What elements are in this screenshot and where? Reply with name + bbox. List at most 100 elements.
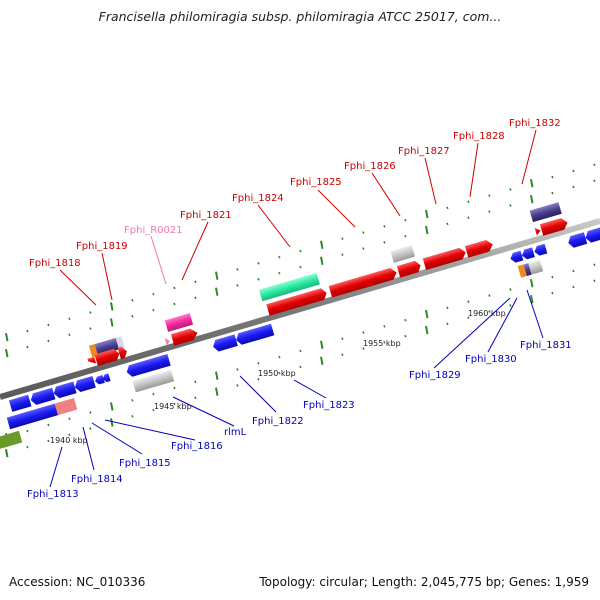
tick-mark — [89, 411, 92, 414]
gene-label: Fphi_1816 — [171, 441, 223, 452]
gene-purple-end — [115, 336, 125, 350]
gene-fphi-1828 — [464, 239, 493, 258]
gene-fwd-arrow — [117, 346, 127, 360]
tick-mark — [425, 309, 429, 319]
tick-mark — [215, 287, 219, 296]
tick-mark — [551, 291, 554, 295]
gene-fphi-1826 — [396, 260, 421, 278]
tick-mark — [152, 408, 155, 412]
gene-fphi-1813 — [6, 403, 59, 430]
tick-mark — [593, 279, 596, 283]
tick-mark — [467, 216, 470, 220]
gene-label: Fphi_1829 — [409, 370, 461, 381]
tick-mark — [593, 163, 596, 167]
tick-mark — [89, 427, 92, 430]
tick-mark — [194, 296, 197, 300]
tick-mark — [278, 371, 281, 375]
tick-mark — [47, 323, 50, 327]
tick-mark — [299, 349, 302, 353]
gene-fphi-1822 — [213, 334, 238, 352]
tick-mark — [530, 195, 534, 204]
gene-label: Fphi_1819 — [76, 241, 128, 252]
gene-label: Fphi_1825 — [290, 177, 342, 188]
gene-fphi-1823 — [236, 323, 275, 345]
tick-mark — [5, 349, 9, 358]
tick-mark — [5, 333, 9, 342]
gene-fphi-1831 — [528, 259, 544, 275]
tick-mark — [257, 278, 260, 281]
tick-mark — [425, 325, 429, 335]
tick-mark — [572, 169, 575, 173]
leader-rna — [150, 235, 167, 285]
gene-rev — [585, 219, 600, 243]
gene-fphi-1821-group — [164, 313, 198, 346]
scale-label: 1950 kbp — [258, 369, 296, 378]
tick-mark — [68, 417, 71, 421]
tick-mark — [551, 191, 554, 195]
gene-fwd — [94, 348, 120, 367]
gene-rev-small — [534, 243, 548, 256]
tick-mark — [89, 311, 92, 314]
gene-rev — [74, 375, 96, 392]
gene-label: Fphi_1822 — [252, 416, 304, 427]
tick-mark — [173, 402, 176, 406]
tick-mark — [236, 384, 239, 387]
gene-rev-small — [521, 247, 535, 260]
gene-label: Fphi_1832 — [509, 118, 561, 129]
scale-label: 1955 kbp — [363, 339, 401, 348]
gene-trna — [164, 313, 194, 332]
tick-mark — [488, 194, 491, 197]
tick-mark — [26, 329, 29, 333]
tick-mark — [530, 295, 534, 304]
gene-label: Fphi_1815 — [119, 458, 171, 469]
tick-mark — [26, 429, 29, 433]
tick-mark — [299, 265, 302, 269]
gene-fphi-1824 — [266, 288, 327, 316]
gene-fphi-1814 — [54, 398, 78, 416]
tick-mark — [362, 331, 365, 334]
scale-labels: 1940 kbp 1945 kbp 1950 kbp 1955 kbp 1960… — [50, 309, 506, 445]
bottom-leaders — [49, 289, 544, 488]
tick-mark — [26, 445, 29, 449]
gene-fphi-1819-group — [87, 336, 127, 367]
tick-mark — [341, 337, 344, 340]
tick-mark — [110, 318, 114, 327]
tick-mark — [47, 339, 50, 343]
gene-label: Fphi_R0021 — [124, 225, 183, 236]
tick-mark — [152, 292, 155, 296]
tick-mark — [341, 353, 344, 356]
tick-mark — [383, 241, 386, 244]
scale-label: 1940 kbp — [50, 436, 88, 445]
tick-mark — [110, 402, 114, 411]
tick-mark — [131, 298, 134, 302]
tick-mark — [47, 423, 50, 427]
accession-text: Accession: NC_010336 — [9, 575, 146, 589]
gene-rev — [568, 232, 588, 248]
tick-mark — [362, 247, 365, 250]
tick-mark — [572, 269, 575, 273]
tick-mark — [446, 322, 449, 326]
tick-mark — [509, 188, 512, 191]
tick-mark — [47, 439, 50, 443]
gene-label: Fphi_1823 — [303, 400, 355, 411]
gene-fwd-small — [87, 356, 97, 364]
gene-fphi-1830 — [523, 263, 532, 277]
tick-mark — [572, 285, 575, 289]
gene-pseudo — [390, 245, 415, 263]
tick-mark — [341, 237, 344, 240]
tick-mark — [446, 306, 449, 310]
tick-mark — [593, 263, 596, 267]
tick-mark — [110, 418, 114, 427]
tick-mark — [278, 355, 281, 359]
gene-fphi-1827 — [422, 247, 466, 271]
tick-mark — [320, 340, 324, 350]
tick-mark — [257, 362, 260, 365]
tick-mark — [152, 308, 155, 312]
tick-mark — [215, 371, 219, 380]
reverse-genes — [0, 219, 600, 450]
tick-mark — [194, 380, 197, 384]
tick-mark — [572, 185, 575, 189]
tick-mark — [173, 302, 176, 306]
tick-mark — [131, 414, 134, 418]
